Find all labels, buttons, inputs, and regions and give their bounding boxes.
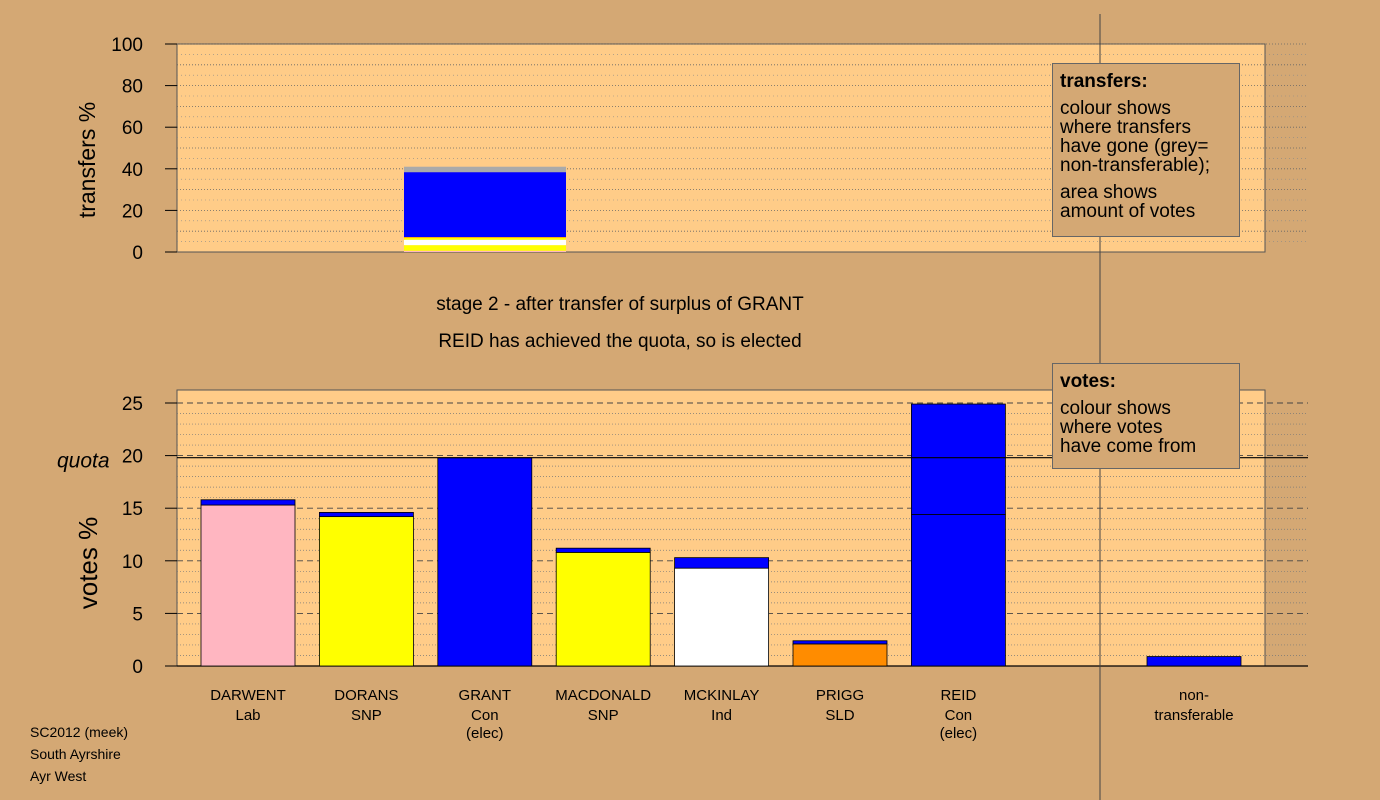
transfers-tick-label: 40 xyxy=(122,160,143,181)
candidate-name-label: MACDONALD xyxy=(555,687,651,704)
candidate-bar xyxy=(674,557,769,667)
votes-legend: votes: colour shows where votes have com… xyxy=(1052,363,1240,469)
vote-bar-segment xyxy=(674,557,769,569)
non-transferable-label: non- xyxy=(1179,687,1209,704)
candidate-status-label: (elec) xyxy=(940,725,978,742)
vote-bar-segment xyxy=(200,504,296,667)
stage-title: stage 2 - after transfer of surplus of G… xyxy=(436,294,804,315)
non-transferable-bar xyxy=(1146,656,1242,667)
stage-subtitle: REID has achieved the quota, so is elect… xyxy=(438,331,802,352)
candidate-party-label: SNP xyxy=(351,707,382,724)
transfers-tick-label: 100 xyxy=(111,35,143,56)
candidate-party-label: SLD xyxy=(825,707,854,724)
candidate-party-label: Lab xyxy=(235,707,260,724)
votes-legend-text: colour shows where votes have come from xyxy=(1060,398,1197,457)
candidate-bar xyxy=(200,499,296,667)
candidate-name-label: GRANT xyxy=(459,687,512,704)
transfers-bar-segment xyxy=(404,237,566,238)
transfers-legend: transfers: colour shows where transfers … xyxy=(1052,63,1240,237)
vote-bar-segment xyxy=(911,514,1006,667)
transfers-legend-text-2: area shows amount of votes xyxy=(1060,182,1196,222)
transfers-bar-segment xyxy=(404,237,566,240)
transfers-tick-label: 0 xyxy=(132,243,143,264)
transfers-bar-segment xyxy=(404,250,566,252)
candidate-party-label: Ind xyxy=(711,707,732,724)
transfers-bar-segment xyxy=(404,239,566,246)
candidate-name-label: PRIGG xyxy=(816,687,864,704)
transfers-tick-label: 60 xyxy=(122,118,143,139)
votes-tick-label: 25 xyxy=(122,394,143,415)
transfers-tick-label: 20 xyxy=(122,201,143,222)
candidate-name-label: REID xyxy=(940,687,976,704)
votes-tick-label: 10 xyxy=(122,552,143,573)
votes-legend-title: votes: xyxy=(1060,371,1116,392)
vote-bar-segment xyxy=(318,516,414,667)
transfers-bar-segment xyxy=(404,166,566,173)
votes-tick-label: 5 xyxy=(132,604,143,625)
vote-bar-segment xyxy=(555,547,651,553)
candidate-name-label: DARWENT xyxy=(210,687,286,704)
footer-ward: Ayr West xyxy=(30,768,87,784)
candidate-status-label: (elec) xyxy=(466,725,504,742)
votes-tick-label: 0 xyxy=(132,657,143,678)
transfers-legend-text-1: colour shows where transfers have gone (… xyxy=(1060,98,1210,176)
candidate-name-label: MCKINLAY xyxy=(684,687,760,704)
candidate-bar xyxy=(318,512,414,667)
transfers-legend-title: transfers: xyxy=(1060,71,1148,92)
votes-axis-label: votes % xyxy=(73,517,103,610)
vote-bar-segment xyxy=(555,551,651,667)
candidate-party-label: SNP xyxy=(588,707,619,724)
quota-label: quota xyxy=(57,450,110,473)
votes-tick-label: 15 xyxy=(122,499,143,520)
candidate-bar xyxy=(555,547,651,667)
vote-bar-segment xyxy=(318,512,414,518)
candidate-bar xyxy=(792,640,888,667)
non-transferable-label: transferable xyxy=(1154,707,1233,724)
footer-method: SC2012 (meek) xyxy=(30,724,129,740)
candidate-party-label: Con xyxy=(471,707,499,724)
candidate-bar xyxy=(911,403,1006,667)
candidate-name-label: DORANS xyxy=(334,687,398,704)
transfers-bar-segment xyxy=(404,172,566,238)
vote-bar-segment xyxy=(792,643,888,667)
transfers-bar-segment xyxy=(404,245,566,251)
vote-bar-segment xyxy=(200,499,296,506)
transfers-axis-label: transfers % xyxy=(74,102,100,218)
votes-tick-label: 20 xyxy=(122,447,143,468)
footer-council: South Ayrshire xyxy=(30,746,121,762)
candidate-party-label: Con xyxy=(945,707,973,724)
transfers-tick-label: 80 xyxy=(122,77,143,98)
candidate-bar xyxy=(437,457,533,667)
vote-bar-segment xyxy=(792,640,888,645)
vote-bar-segment xyxy=(911,403,1006,515)
vote-bar-segment xyxy=(437,457,533,667)
vote-bar-segment xyxy=(674,567,769,667)
